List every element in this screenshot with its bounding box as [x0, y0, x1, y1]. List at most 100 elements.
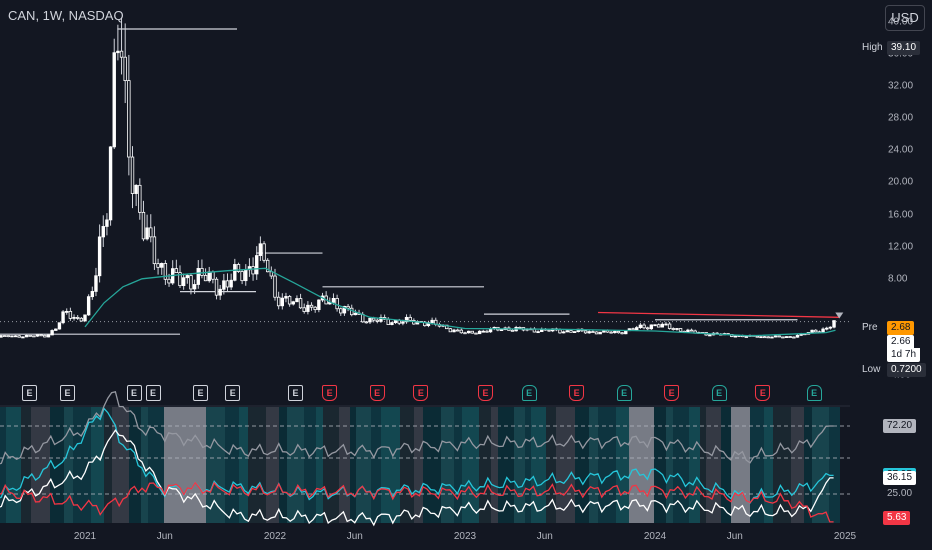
currency-button[interactable]: USD [885, 5, 925, 31]
earnings-event-icon[interactable]: E [478, 385, 493, 401]
earnings-event-icon[interactable]: E [60, 385, 75, 401]
oscillator-stripe [589, 407, 598, 523]
candle-body [200, 268, 204, 276]
candle-body [244, 269, 248, 282]
oscillator-stripe [0, 407, 6, 523]
candle-body [671, 328, 675, 330]
oscillator-stripe [64, 407, 73, 523]
earnings-event-icon[interactable]: E [126, 385, 142, 401]
candle-body [309, 304, 314, 308]
oscillator-value-tag: 72.20 [883, 419, 917, 434]
earnings-event-icon[interactable]: E [322, 385, 338, 401]
oscillator-stripe [304, 407, 316, 523]
oscillator-stripe [689, 407, 700, 523]
candle-body [390, 322, 394, 325]
oscillator-stripe [350, 407, 356, 523]
time-tick-label: 2023 [453, 531, 477, 542]
symbol-title[interactable]: CAN, 1W, NASDAQ [8, 8, 124, 23]
candle-body [178, 272, 182, 287]
candle-body [510, 329, 515, 332]
candle-body [79, 317, 84, 322]
candle-body [660, 323, 665, 328]
candle-body [284, 296, 288, 299]
candle-body [810, 329, 814, 333]
candle-body [17, 335, 21, 338]
candle-body [474, 332, 478, 335]
candle-body [481, 330, 485, 333]
oscillator-value-tag: 36.15 [883, 470, 917, 485]
oscillator-stripe [316, 407, 323, 523]
oscillator-stripe [721, 407, 731, 523]
oscillator-stripe [423, 407, 441, 523]
oscillator-stripe [829, 407, 840, 523]
candle-body [218, 288, 222, 296]
candle-body [455, 329, 460, 332]
earnings-event-icon[interactable]: E [616, 385, 632, 401]
candle-body [273, 275, 277, 298]
earnings-event-icon[interactable]: E [369, 385, 385, 401]
oscillator-stripe [175, 407, 181, 523]
candle-body [814, 329, 818, 333]
candle-body [518, 327, 522, 329]
earnings-event-icon[interactable]: E [521, 385, 537, 401]
candle-body [591, 331, 595, 333]
candle-body [371, 317, 376, 321]
candle-body [609, 331, 613, 334]
candle-body [68, 310, 73, 319]
oscillator-stripe [21, 407, 31, 523]
oscillator-series-line [0, 429, 834, 527]
time-tick-label: 2025 [833, 531, 857, 542]
oscillator-stripe [491, 407, 498, 523]
earnings-event-icon[interactable]: E [711, 385, 727, 401]
candle-body [105, 219, 109, 227]
price-tick-label: 12.00 [888, 241, 914, 253]
candle-body [466, 330, 471, 334]
oscillator-stripe [266, 407, 279, 523]
oscillator-stripe [673, 407, 689, 523]
oscillator-stripe [141, 407, 148, 523]
earnings-event-icon[interactable]: E [806, 385, 822, 401]
earnings-event-icon[interactable]: E [569, 385, 585, 401]
candle-body [13, 335, 18, 338]
candle-body [408, 316, 412, 321]
last-price-tag: 2.66 [887, 335, 915, 349]
price-tick-label: 28.00 [888, 112, 914, 124]
candle-body [134, 184, 138, 194]
oscillator-stripe [531, 407, 546, 523]
oscillator-stripe [731, 407, 750, 523]
candle-body [759, 336, 763, 339]
candle-body [565, 330, 570, 333]
last-price: 2.66 [891, 336, 911, 347]
earnings-event-icon[interactable]: E [413, 385, 429, 401]
candle-body [635, 327, 639, 331]
earnings-event-icon[interactable]: E [225, 385, 241, 401]
oscillator-stripe [181, 407, 196, 523]
candle-body [350, 307, 354, 316]
oscillator-series-line [0, 481, 834, 523]
price-tick-label: 24.00 [888, 144, 914, 156]
earnings-event-icon[interactable]: E [193, 385, 208, 401]
candle-body [2, 335, 7, 337]
candle-body [386, 318, 390, 325]
oscillator-stripe [804, 407, 812, 523]
oscillator-stripe [225, 407, 239, 523]
pre-tag: Pre [858, 321, 882, 335]
candle-body [616, 330, 621, 334]
earnings-event-icon[interactable]: E [288, 385, 303, 401]
earnings-event-icon[interactable]: E [145, 385, 161, 401]
earnings-event-icon[interactable]: E [755, 385, 771, 401]
candle-body [594, 331, 599, 335]
candle-body [225, 280, 230, 288]
candle-body [708, 334, 712, 337]
oscillator-stripe [616, 407, 629, 523]
candle-body [258, 243, 263, 256]
earnings-event-icon[interactable]: E [22, 385, 37, 401]
oscillator-background [0, 407, 840, 523]
candle-body [620, 332, 624, 335]
price-tick-label: 8.00 [888, 273, 908, 285]
earnings-event-icon[interactable]: E [664, 385, 680, 401]
candle-body [536, 331, 540, 334]
oscillator-stripe [206, 407, 225, 523]
oscillator-stripe [50, 407, 64, 523]
